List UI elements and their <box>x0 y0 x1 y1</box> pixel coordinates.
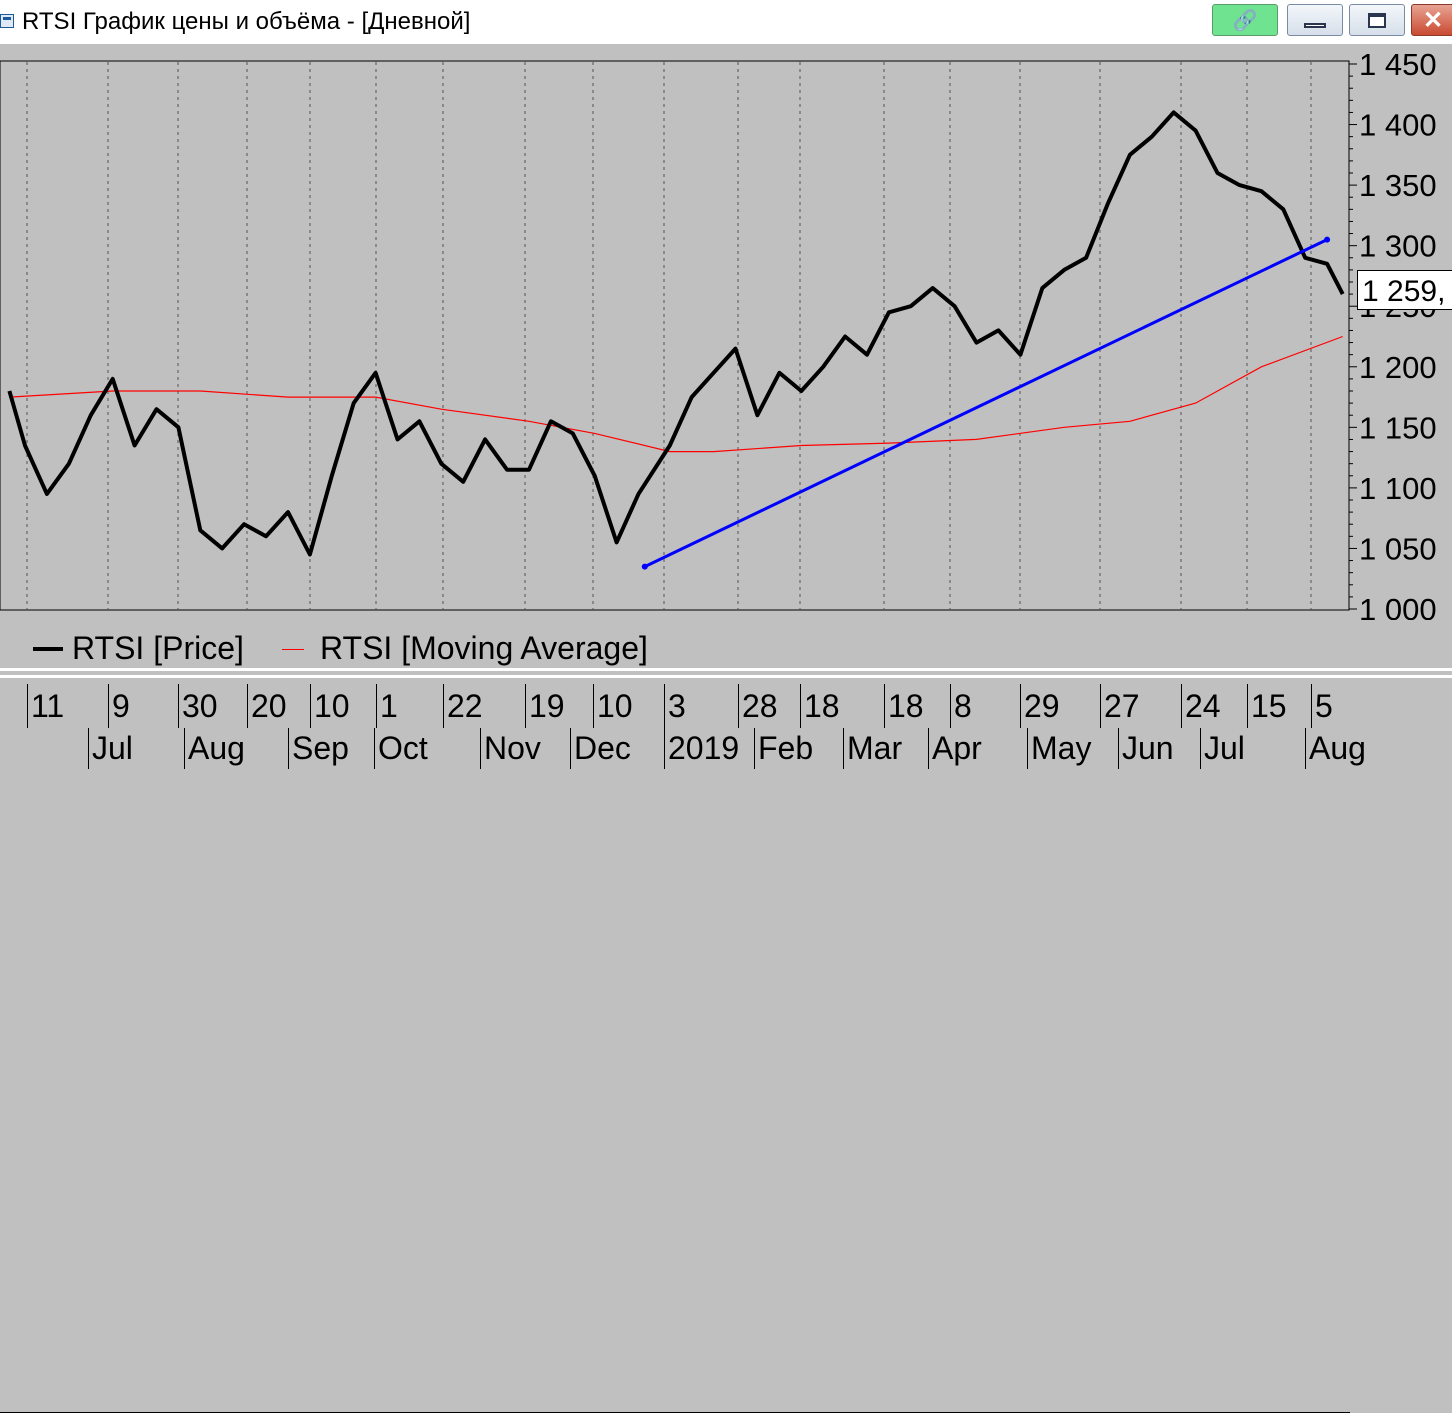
time-axis-month-label: May <box>1027 728 1091 769</box>
time-axis-month-label: Jul <box>1200 728 1245 769</box>
separator <box>0 675 1452 678</box>
current-price-label: 1 259, <box>1362 275 1446 308</box>
moving-average-series <box>9 335 1343 453</box>
minimize-button[interactable] <box>1287 4 1343 36</box>
trend-line-point <box>1324 236 1331 243</box>
time-axis-day-label: 19 <box>525 684 565 728</box>
window-title: RTSI График цены и объёма - [Дневной] <box>22 8 471 35</box>
y-tick-label: 1 150 <box>1359 410 1437 445</box>
chain-link-icon: 🔗 <box>1232 9 1258 32</box>
time-axis-day-label: 27 <box>1100 684 1140 728</box>
maximize-icon <box>1368 12 1386 28</box>
close-button[interactable]: ✕ <box>1411 4 1452 36</box>
legend-price-swatch <box>33 647 63 651</box>
maximize-button[interactable] <box>1349 4 1405 36</box>
time-axis-month-label: Mar <box>843 728 902 769</box>
trend-line-series <box>641 236 1331 570</box>
time-axis-month-label: Nov <box>480 728 541 769</box>
y-tick-label: 1 400 <box>1359 108 1437 143</box>
time-axis-month-label: Aug <box>184 728 245 769</box>
time-axis-day-label: 10 <box>310 684 350 728</box>
y-tick-label: 1 050 <box>1359 531 1437 566</box>
legend-price-label: RTSI [Price] <box>72 630 244 666</box>
time-axis-day-label: 20 <box>247 684 287 728</box>
time-axis-day-label: 30 <box>178 684 218 728</box>
time-axis-day-label: 5 <box>1311 684 1333 728</box>
time-axis-month-label: Jun <box>1118 728 1174 769</box>
link-button[interactable]: 🔗 <box>1212 4 1278 36</box>
time-axis-day-label: 10 <box>593 684 633 728</box>
legend-ma-swatch <box>282 649 304 650</box>
legend: RTSI [Price] RTSI [Moving Average] <box>0 622 1452 668</box>
price-line <box>7 110 1345 557</box>
y-tick-label: 1 450 <box>1359 47 1437 82</box>
trend-line <box>644 238 1328 568</box>
minimize-icon <box>1304 22 1326 28</box>
time-axis-day-label: 11 <box>27 684 64 728</box>
time-axis-day-label: 1 <box>376 684 398 728</box>
time-axis-day-label: 18 <box>884 684 924 728</box>
time-axis-month-label: Apr <box>928 728 982 769</box>
time-axis-day-label: 8 <box>950 684 972 728</box>
time-axis-day-label: 28 <box>738 684 778 728</box>
current-price-box: 1 259, <box>1357 270 1452 310</box>
time-axis-month-label: Sep <box>288 728 349 769</box>
moving-average-line <box>9 335 1343 453</box>
y-tick-label: 1 100 <box>1359 471 1437 506</box>
time-axis[interactable]: 11 9 30 20 10 1 22 19 10 3 28 18 18 8 29 27 24 15 5 Jul Aug S… <box>0 684 1452 1413</box>
y-tick-label: 1 200 <box>1359 350 1437 385</box>
time-axis-month-label: Feb <box>754 728 813 769</box>
time-axis-month-label: Dec <box>570 728 631 769</box>
time-axis-month-label: 2019 <box>664 728 739 769</box>
close-icon: ✕ <box>1422 6 1444 34</box>
time-axis-day-label: 22 <box>443 684 483 728</box>
legend-ma-label: RTSI [Moving Average] <box>320 630 648 666</box>
time-axis-month-label: Jul <box>88 728 133 769</box>
time-axis-month-label: Aug <box>1305 728 1366 769</box>
time-axis-month-label: Oct <box>374 728 428 769</box>
time-axis-day-label: 29 <box>1020 684 1060 728</box>
title-bar: RTSI График цены и объёма - [Дневной] 🔗 … <box>0 0 1452 44</box>
time-axis-day-label: 18 <box>800 684 840 728</box>
app-icon <box>0 14 14 28</box>
separator <box>0 668 1452 671</box>
y-tick-label: 1 300 <box>1359 229 1437 264</box>
y-tick-label: 1 000 <box>1359 592 1437 620</box>
price-series <box>7 110 1345 557</box>
time-axis-day-label: 15 <box>1247 684 1287 728</box>
trend-line-point <box>641 563 648 570</box>
time-axis-day-label: 9 <box>108 684 130 728</box>
time-axis-day-label: 3 <box>664 684 686 728</box>
y-tick-label: 1 350 <box>1359 168 1437 203</box>
time-axis-day-label: 24 <box>1181 684 1221 728</box>
